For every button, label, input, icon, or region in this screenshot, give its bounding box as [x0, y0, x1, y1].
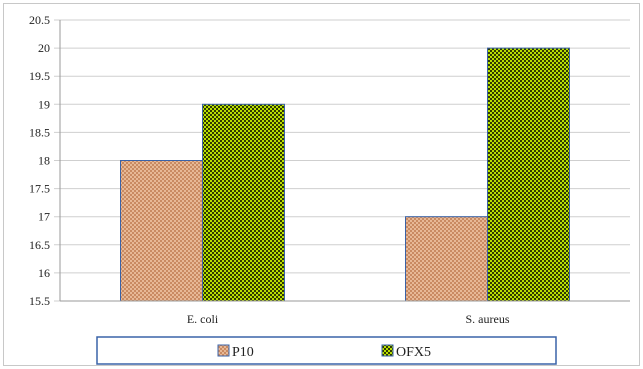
- x-axis: E. coli S. aureus: [60, 300, 630, 326]
- legend-label-p10: P10: [232, 345, 254, 360]
- legend-label-ofx5: OFX5: [396, 345, 431, 360]
- x-category-label: E. coli: [187, 312, 219, 326]
- y-tick-label: 17: [38, 210, 50, 224]
- y-axis: 15.5 16 16.5 17 17.5 18 18.5 19 19.5 20 20.5: [29, 13, 61, 308]
- bar-ofx5-0: [202, 103, 285, 302]
- y-tick-label: 19.5: [29, 69, 50, 83]
- y-tick-label: 17.5: [29, 182, 50, 196]
- y-tick-label: 16: [38, 266, 50, 280]
- y-tick-label: 18: [38, 154, 50, 168]
- y-tick-label: 19: [38, 97, 50, 111]
- legend-box: [96, 336, 557, 365]
- legend-swatch-p10: [217, 344, 230, 357]
- bar-p10-1: [405, 216, 488, 302]
- legend-swatch-ofx5: [381, 344, 394, 357]
- bar-p10-0: [120, 160, 203, 302]
- x-category-label: S. aureus: [466, 312, 510, 326]
- bars: [120, 47, 570, 302]
- y-tick-label: 18.5: [29, 125, 50, 139]
- y-tick-label: 20.5: [29, 13, 50, 27]
- y-tick-label: 16.5: [29, 238, 50, 252]
- y-tick-label: 20: [38, 41, 50, 55]
- legend: P10 OFX5: [96, 336, 557, 365]
- bar-ofx5-1: [487, 47, 570, 302]
- y-tick-label: 15.5: [29, 294, 50, 308]
